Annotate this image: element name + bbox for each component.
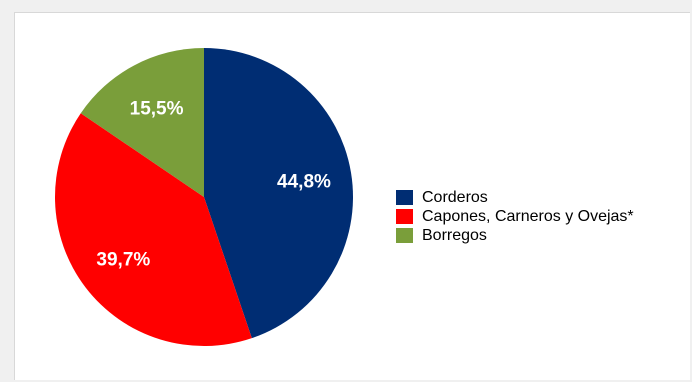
- pie-slice-corderos: [204, 48, 353, 339]
- legend-label: Borregos: [422, 227, 487, 244]
- legend-item-corderos: Corderos: [396, 188, 634, 207]
- legend-label: Corderos: [422, 189, 488, 206]
- legend-item-borregos: Borregos: [396, 226, 634, 245]
- legend-swatch: [396, 228, 413, 243]
- pie-slice-borregos: [80, 47, 204, 197]
- pie-label-corderos: 44,8%: [277, 172, 331, 193]
- pie-labels: 44,8% 39,7% 15,5%: [96, 98, 331, 270]
- pie-slices: [55, 47, 353, 347]
- legend: Corderos Capones, Carneros y Ovejas* Bor…: [396, 188, 634, 245]
- legend-label: Capones, Carneros y Ovejas*: [422, 208, 634, 225]
- pie-label-borregos: 15,5%: [130, 98, 184, 119]
- legend-item-capones: Capones, Carneros y Ovejas*: [396, 207, 634, 226]
- legend-swatch: [396, 190, 413, 205]
- pie-label-capones: 39,7%: [96, 249, 150, 270]
- legend-swatch: [396, 209, 413, 224]
- pie-slice-capones: [55, 113, 252, 347]
